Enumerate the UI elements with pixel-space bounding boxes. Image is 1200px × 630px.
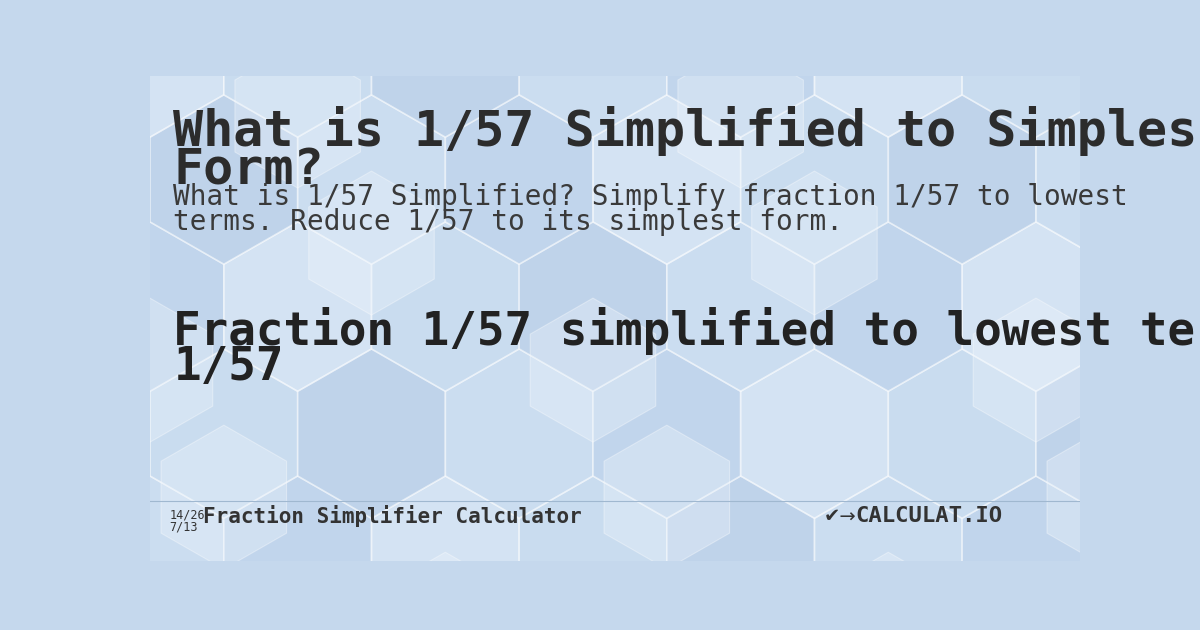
Polygon shape — [2, 0, 150, 10]
Polygon shape — [962, 0, 1110, 137]
Polygon shape — [1110, 476, 1200, 630]
Polygon shape — [1183, 349, 1200, 518]
Polygon shape — [593, 0, 740, 10]
Polygon shape — [1183, 95, 1200, 264]
Polygon shape — [751, 171, 877, 315]
Polygon shape — [740, 349, 888, 518]
Polygon shape — [593, 95, 740, 264]
Polygon shape — [1110, 0, 1200, 137]
Polygon shape — [2, 95, 150, 264]
Polygon shape — [1036, 95, 1183, 264]
Polygon shape — [372, 222, 520, 391]
Polygon shape — [0, 0, 76, 137]
Polygon shape — [593, 349, 740, 518]
Polygon shape — [815, 476, 962, 630]
Polygon shape — [888, 95, 1036, 264]
Polygon shape — [604, 425, 730, 569]
Text: Fraction Simplifier Calculator: Fraction Simplifier Calculator — [203, 505, 582, 527]
Polygon shape — [1036, 0, 1183, 10]
Polygon shape — [298, 95, 445, 264]
Polygon shape — [973, 298, 1099, 442]
Polygon shape — [2, 349, 150, 518]
Polygon shape — [1110, 222, 1200, 391]
Text: terms. Reduce 1/57 to its simplest form.: terms. Reduce 1/57 to its simplest form. — [173, 208, 844, 236]
Polygon shape — [888, 0, 1036, 10]
Polygon shape — [678, 44, 803, 188]
Polygon shape — [372, 476, 520, 630]
Polygon shape — [520, 0, 667, 137]
Polygon shape — [445, 0, 593, 10]
Polygon shape — [298, 349, 445, 518]
Text: What is 1/57 Simplified? Simplify fraction 1/57 to lowest: What is 1/57 Simplified? Simplify fracti… — [173, 183, 1128, 212]
Polygon shape — [815, 0, 962, 137]
Polygon shape — [150, 349, 298, 518]
Polygon shape — [298, 0, 445, 10]
Polygon shape — [150, 95, 298, 264]
Polygon shape — [740, 95, 888, 264]
Polygon shape — [0, 222, 76, 391]
Polygon shape — [445, 603, 593, 630]
Polygon shape — [593, 603, 740, 630]
Polygon shape — [1036, 349, 1183, 518]
Polygon shape — [826, 553, 952, 630]
Polygon shape — [530, 298, 655, 442]
Polygon shape — [2, 603, 150, 630]
Polygon shape — [88, 298, 212, 442]
Polygon shape — [740, 603, 888, 630]
Polygon shape — [445, 95, 593, 264]
Text: CALCULAT.IO: CALCULAT.IO — [856, 506, 1002, 526]
Text: Form?: Form? — [173, 146, 324, 195]
Polygon shape — [1036, 603, 1183, 630]
Polygon shape — [0, 476, 76, 630]
Text: 14/26: 14/26 — [169, 508, 205, 522]
Polygon shape — [1183, 0, 1200, 10]
Polygon shape — [150, 0, 298, 10]
Polygon shape — [1183, 603, 1200, 630]
Polygon shape — [899, 0, 1025, 61]
Polygon shape — [445, 349, 593, 518]
Polygon shape — [76, 222, 224, 391]
Polygon shape — [235, 44, 360, 188]
Polygon shape — [76, 0, 224, 137]
Polygon shape — [815, 222, 962, 391]
Polygon shape — [740, 0, 888, 10]
Polygon shape — [667, 0, 815, 137]
Polygon shape — [150, 603, 298, 630]
Text: Fraction 1/57 simplified to lowest terms is: Fraction 1/57 simplified to lowest terms… — [173, 307, 1200, 355]
Polygon shape — [372, 0, 520, 137]
Polygon shape — [76, 476, 224, 630]
Polygon shape — [161, 425, 287, 569]
Polygon shape — [667, 222, 815, 391]
Polygon shape — [520, 476, 667, 630]
Polygon shape — [308, 171, 434, 315]
Polygon shape — [1195, 171, 1200, 315]
Polygon shape — [1048, 425, 1172, 569]
Polygon shape — [962, 222, 1110, 391]
Polygon shape — [1121, 44, 1200, 188]
Text: 1/57: 1/57 — [173, 345, 283, 390]
Polygon shape — [224, 0, 372, 137]
Polygon shape — [224, 222, 372, 391]
Polygon shape — [888, 349, 1036, 518]
Polygon shape — [13, 0, 139, 61]
Polygon shape — [962, 476, 1110, 630]
Polygon shape — [456, 0, 582, 61]
Text: What is 1/57 Simplified to Simplest: What is 1/57 Simplified to Simplest — [173, 106, 1200, 156]
Polygon shape — [520, 222, 667, 391]
Polygon shape — [667, 476, 815, 630]
Polygon shape — [224, 476, 372, 630]
Polygon shape — [298, 603, 445, 630]
Polygon shape — [383, 553, 508, 630]
Polygon shape — [888, 603, 1036, 630]
Text: ✔→: ✔→ — [824, 507, 857, 525]
Text: 7/13: 7/13 — [169, 520, 198, 534]
